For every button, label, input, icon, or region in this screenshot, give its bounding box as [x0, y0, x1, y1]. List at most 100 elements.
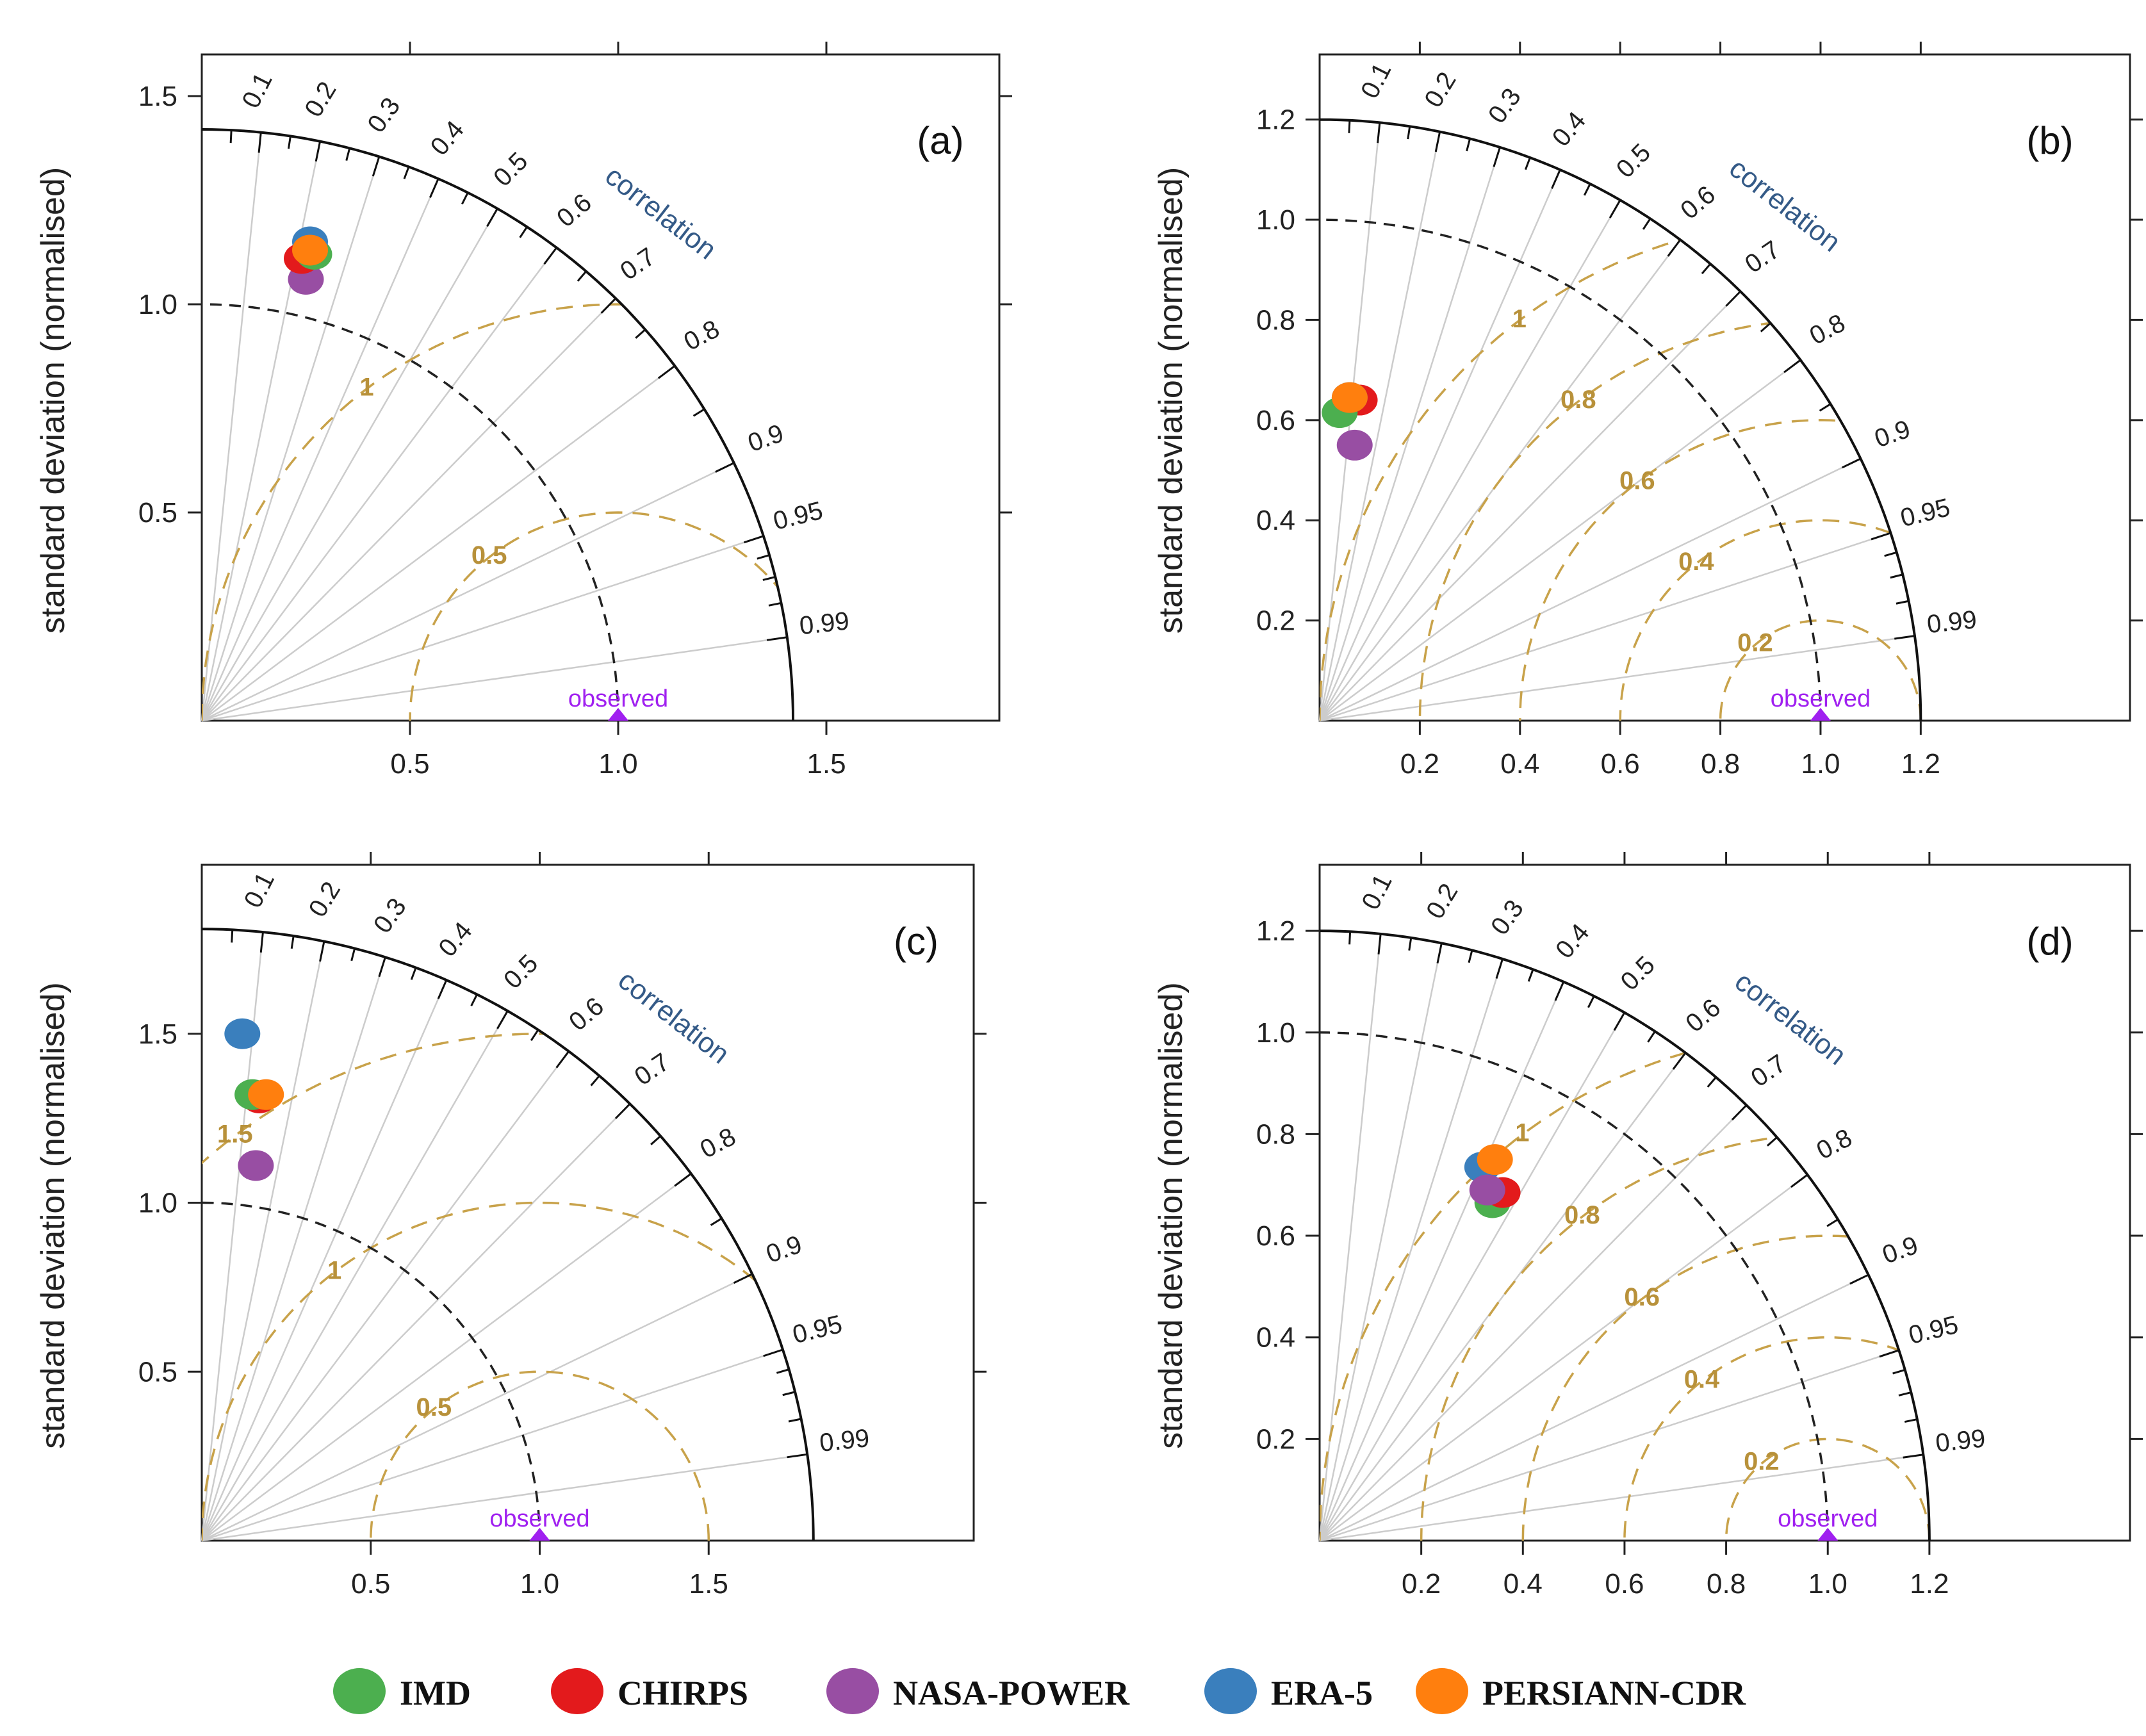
correlation-label: 0.2 [1421, 879, 1463, 924]
correlation-title: correlation [599, 160, 722, 266]
correlation-tick [1766, 1136, 1778, 1147]
correlation-tick [1672, 1052, 1687, 1070]
correlation-tick [555, 1051, 570, 1069]
x-tick-label: 1.0 [1801, 748, 1840, 780]
y-tick-label: 1.2 [1256, 915, 1295, 947]
correlation-tick [743, 535, 764, 544]
correlation-tick [1879, 1349, 1899, 1358]
correlation-tick [1871, 532, 1891, 541]
correlation-tick [1760, 322, 1771, 332]
correlation-tick [410, 967, 417, 980]
correlation-label: 0.95 [790, 1310, 845, 1349]
correlation-tick [486, 208, 498, 227]
correlation-tick [1377, 933, 1382, 954]
x-tick-label: 0.6 [1601, 748, 1640, 780]
y-tick-label: 1.0 [138, 289, 177, 320]
reference-sd-arc [201, 1201, 541, 1541]
taylor-panel-a: 0.5 0.5 1.0 1.0 1.5 1.5 standard deviation (no… [35, 42, 1012, 780]
correlation-label: 0.99 [1926, 605, 1978, 639]
correlation-tick [650, 1135, 662, 1145]
legend: IMD CHIRPS NASA-POWER ERA-5 PERSIANN-CDR [0, 1659, 2146, 1723]
rms-arc-label: 1 [1512, 305, 1527, 333]
y-tick-label: 0.5 [138, 497, 177, 528]
observed-label: observed [1771, 685, 1871, 712]
y-tick-label: 1.5 [138, 1019, 177, 1050]
y-tick-label: 0.6 [1256, 1220, 1295, 1252]
x-tick-label: 1.0 [520, 1568, 559, 1600]
correlation-label: 0.8 [1812, 1124, 1857, 1165]
correlation-ray [201, 1348, 783, 1542]
correlation-label: 0.9 [1879, 1231, 1922, 1270]
y-tick-label: 0.6 [1256, 405, 1295, 436]
taylor-panel-b: 0.2 0.2 0.4 0.4 0.6 0.6 0.8 0.8 1.0 1.0 1.2 1.2 stan… [1152, 42, 2143, 780]
correlation-tick [787, 1453, 808, 1459]
correlation-label: 0.99 [1934, 1424, 1986, 1457]
correlation-tick [577, 270, 587, 282]
point-persiann-cdr [1477, 1144, 1513, 1175]
y-tick-label: 0.8 [1256, 304, 1295, 336]
correlation-tick [1554, 981, 1565, 1001]
correlation-label: 0.4 [433, 917, 477, 962]
legend-swatch-nasa-power [826, 1668, 879, 1714]
legend-swatch-persiann-cdr [1416, 1668, 1468, 1714]
correlation-ray [201, 1051, 569, 1541]
y-tick-label: 0.2 [1256, 605, 1295, 637]
x-tick-label: 1.0 [598, 748, 637, 780]
correlation-ray [201, 1103, 631, 1541]
x-tick-label: 0.8 [1701, 748, 1740, 780]
correlation-arc [201, 128, 794, 721]
y-tick-label: 0.2 [1256, 1423, 1295, 1455]
correlation-tick [530, 1029, 539, 1042]
correlation-tick [788, 1418, 801, 1423]
correlation-tick [1701, 263, 1712, 275]
correlation-tick [1642, 218, 1651, 230]
rms-arc [1320, 1031, 1929, 1541]
rms-arc-label: 0.5 [416, 1393, 452, 1421]
correlation-tick [600, 297, 617, 314]
correlation-tick [1613, 1011, 1626, 1031]
rms-arc [1619, 519, 1921, 721]
correlation-tick [1551, 169, 1561, 189]
rms-arc-label: 0.8 [1560, 386, 1596, 414]
y-tick-label: 0.5 [138, 1356, 177, 1388]
plot-frame [1318, 864, 2131, 1542]
correlation-ray [1319, 1273, 1869, 1542]
rms-arc-label: 0.6 [1624, 1283, 1660, 1311]
correlation-tick [782, 1391, 796, 1396]
correlation-label: 0.99 [798, 607, 851, 640]
correlation-tick [1583, 183, 1591, 196]
y-tick-label: 1.0 [138, 1188, 177, 1219]
correlation-tick [1890, 573, 1903, 579]
correlation-tick [768, 602, 782, 607]
taylor-panel-d: 0.2 0.2 0.4 0.4 0.6 0.6 0.8 0.8 1.0 1.0 1.2 1.2 stan… [1152, 852, 2143, 1600]
correlation-label: 0.9 [762, 1230, 805, 1268]
point-persiann-cdr [248, 1079, 284, 1110]
correlation-ray [201, 297, 616, 721]
taylor-panel-c: 0.5 0.5 1.0 1.0 1.5 1.5 standard deviation (no… [35, 852, 987, 1600]
correlation-tick [1527, 969, 1534, 982]
correlation-label: 0.2 [304, 877, 346, 922]
correlation-tick [437, 979, 448, 999]
correlation-ray [201, 462, 735, 722]
point-persiann-cdr [1331, 382, 1368, 413]
legend-label-era-5: ERA-5 [1271, 1674, 1373, 1712]
y-axis-title: standard deviation (normalised) [1152, 982, 1190, 1448]
point-era-5 [224, 1018, 261, 1049]
x-tick-label: 0.4 [1500, 748, 1539, 780]
observed-label: observed [1778, 1505, 1878, 1532]
y-axis-title: standard deviation (normalised) [1152, 167, 1190, 634]
correlation-label: 0.3 [368, 893, 412, 938]
correlation-tick [710, 1217, 723, 1226]
panel-label: (b) [2026, 119, 2073, 162]
correlation-label: 0.7 [615, 242, 660, 286]
correlation-label: 0.9 [1871, 415, 1914, 454]
correlation-label: 0.95 [1897, 493, 1953, 532]
correlation-ray [1318, 131, 1441, 721]
rms-arc-label: 0.4 [1684, 1365, 1720, 1393]
correlation-tick [1898, 1391, 1912, 1396]
correlation-label: 0.8 [1805, 309, 1850, 350]
correlation-tick [1826, 1218, 1839, 1227]
x-tick-label: 0.6 [1605, 1568, 1644, 1600]
correlation-tick [1466, 138, 1471, 152]
